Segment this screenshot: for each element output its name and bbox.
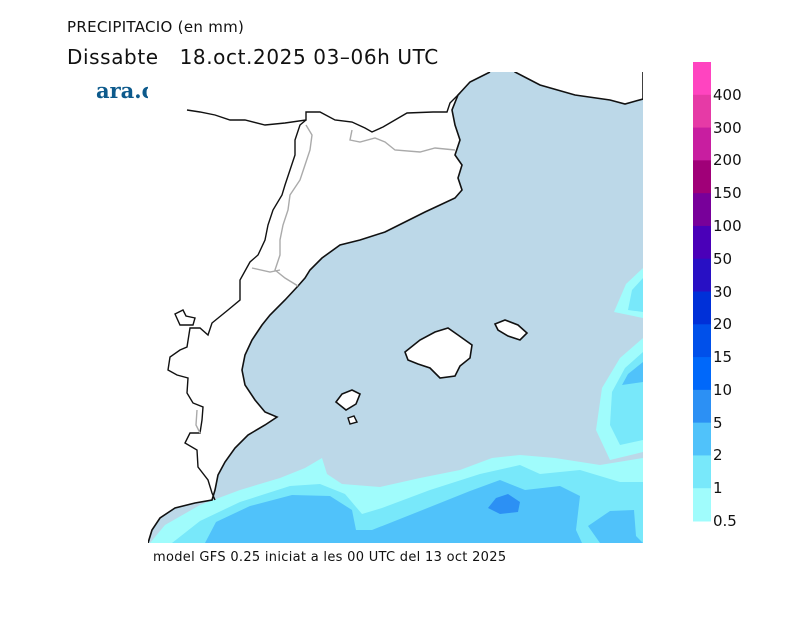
- ibiza: [334, 389, 362, 411]
- mallorca: [404, 327, 473, 379]
- legend-label: 30: [713, 282, 733, 301]
- legend-label: 5: [713, 413, 723, 432]
- legend-label: 100: [713, 216, 742, 235]
- subtitle-date: 18.oct.2025 03–06h UTC: [179, 45, 439, 69]
- menorca: [493, 319, 529, 341]
- chart-title: PRECIPITACIO (en mm): [67, 18, 245, 36]
- legend-swatch: [693, 258, 711, 292]
- chart-subtitle: Dissabte 18.oct.2025 03–06h UTC: [67, 45, 439, 69]
- formentera: [347, 415, 359, 425]
- legend-label: 2: [713, 446, 723, 465]
- legend-swatch: [693, 160, 711, 194]
- mainland: [148, 72, 490, 543]
- legend-label: 20: [713, 315, 733, 334]
- legend-swatch: [693, 422, 711, 456]
- country-border: [186, 92, 461, 133]
- legend-swatch: [693, 193, 711, 227]
- legend-swatch: [693, 455, 711, 489]
- legend-label: 15: [713, 348, 733, 367]
- legend-swatch: [693, 225, 711, 260]
- legend-swatch: [693, 291, 711, 325]
- legend-swatch: [693, 488, 711, 522]
- legend-swatch: [693, 127, 711, 161]
- legend-swatch: [693, 357, 711, 391]
- region-border: [167, 119, 307, 501]
- precip-band-1: [172, 278, 643, 543]
- legend-label: 10: [713, 380, 733, 399]
- legend-label: 50: [713, 249, 733, 268]
- legend-label: 400: [713, 85, 742, 104]
- legend-swatch: [693, 62, 711, 96]
- legend-swatch: [693, 324, 711, 358]
- legend-label: 300: [713, 118, 742, 137]
- teruel-enclave: [174, 309, 196, 326]
- model-run-info: model GFS 0.25 iniciat a les 00 UTC del …: [153, 550, 507, 565]
- legend-label: 1: [713, 479, 723, 498]
- legend-swatch: [693, 389, 711, 424]
- subtitle-day: Dissabte: [67, 45, 159, 69]
- legend-label: 0.5: [713, 512, 737, 530]
- legend-label: 150: [713, 184, 742, 203]
- legend-label: 200: [713, 151, 742, 170]
- province-borders: [195, 124, 456, 434]
- coastline: [148, 72, 491, 543]
- france-land: [514, 72, 643, 105]
- legend-colorbar: [693, 62, 711, 522]
- precip-band-5: [488, 494, 520, 514]
- legend-swatch: [693, 94, 711, 129]
- precip-band-2: [205, 362, 643, 543]
